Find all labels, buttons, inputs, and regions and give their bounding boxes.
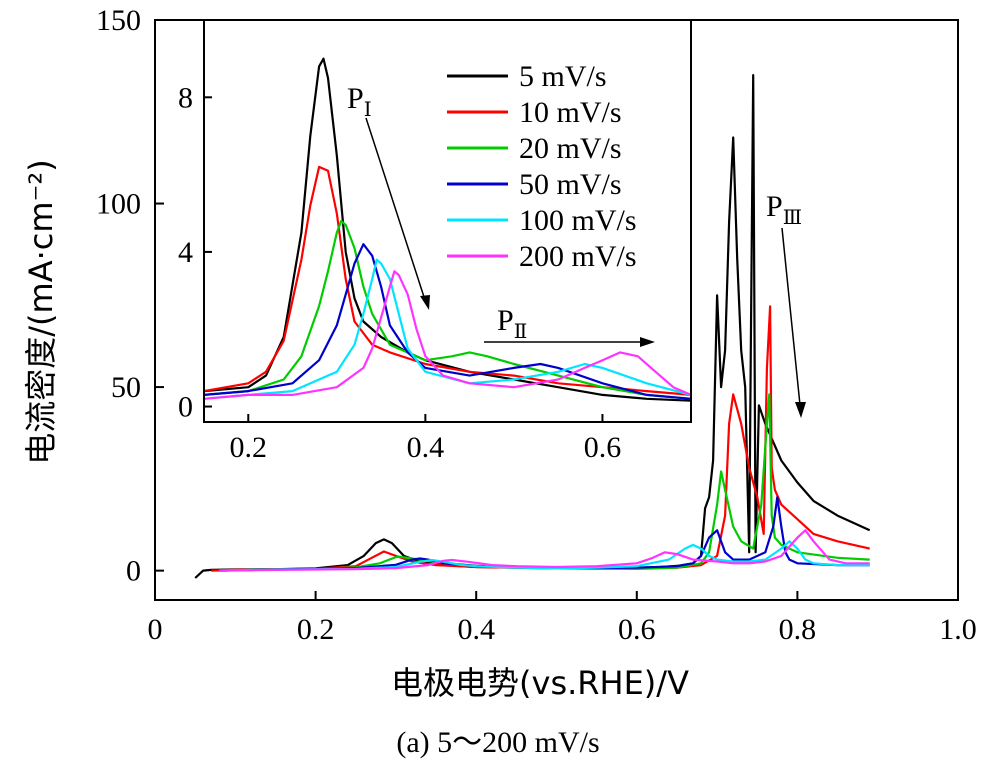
label-p1: PⅠ bbox=[347, 82, 372, 121]
main-y-tick-label: 0 bbox=[126, 555, 141, 588]
arrow-p1 bbox=[365, 117, 426, 301]
main-series-1 bbox=[211, 305, 870, 572]
main-x-tick-label: 0.2 bbox=[297, 613, 335, 646]
inset-x-tick-label: 0.2 bbox=[230, 431, 268, 464]
main-x-tick-label: 0.4 bbox=[457, 613, 495, 646]
legend-label-2: 20 mV/s bbox=[519, 132, 622, 165]
figure-caption: (a) 5～200 mV/s bbox=[396, 726, 599, 759]
arrow-p1-head bbox=[420, 295, 430, 310]
annotation-arrows bbox=[365, 117, 806, 418]
main-y-tick-label: 150 bbox=[96, 4, 141, 37]
inset-series-5 bbox=[203, 270, 692, 400]
inset-axis-ticks: 0.2 0.4 0.6 0 4 8 bbox=[178, 81, 621, 464]
label-p3: PⅢ bbox=[766, 190, 802, 229]
main-series-layer bbox=[194, 74, 871, 579]
main-series-2 bbox=[219, 393, 870, 572]
legend-label-3: 50 mV/s bbox=[519, 168, 622, 201]
main-axis-ticks: 0 0.2 0.4 0.6 0.8 1.0 0 50 100 150 bbox=[96, 4, 977, 646]
inset-series-1 bbox=[203, 165, 692, 396]
main-y-tick-label: 50 bbox=[111, 371, 141, 404]
main-x-tick-label: 1.0 bbox=[939, 613, 977, 646]
inset-series-4 bbox=[203, 258, 692, 400]
main-x-tick-label: 0.6 bbox=[618, 613, 656, 646]
legend-label-4: 100 mV/s bbox=[519, 204, 637, 237]
inset-plot-frame bbox=[203, 19, 692, 423]
y-axis-title: 电流密度/(mA·cm⁻²) bbox=[22, 159, 60, 464]
legend-label-0: 5 mV/s bbox=[519, 60, 607, 93]
arrow-p3-head bbox=[795, 402, 806, 418]
label-p2: PⅡ bbox=[497, 304, 527, 343]
main-y-tick-label: 100 bbox=[96, 188, 141, 221]
x-axis-title: 电极电势(vs.RHE)/V bbox=[391, 664, 689, 702]
arrow-p2-head bbox=[640, 337, 655, 347]
main-series-5 bbox=[219, 529, 870, 572]
main-x-tick-label: 0.8 bbox=[779, 613, 817, 646]
inset-x-tick-label: 0.6 bbox=[584, 431, 622, 464]
inset-series-layer bbox=[203, 57, 692, 402]
legend-label-5: 200 mV/s bbox=[519, 240, 637, 273]
inset-y-tick-label: 4 bbox=[178, 236, 193, 269]
legend-label-1: 10 mV/s bbox=[519, 96, 622, 129]
arrow-p3 bbox=[781, 227, 801, 406]
main-x-tick-label: 0 bbox=[148, 613, 163, 646]
inset-x-tick-label: 0.4 bbox=[407, 431, 445, 464]
inset-y-tick-label: 0 bbox=[178, 391, 193, 424]
inset-y-tick-label: 8 bbox=[178, 81, 193, 114]
